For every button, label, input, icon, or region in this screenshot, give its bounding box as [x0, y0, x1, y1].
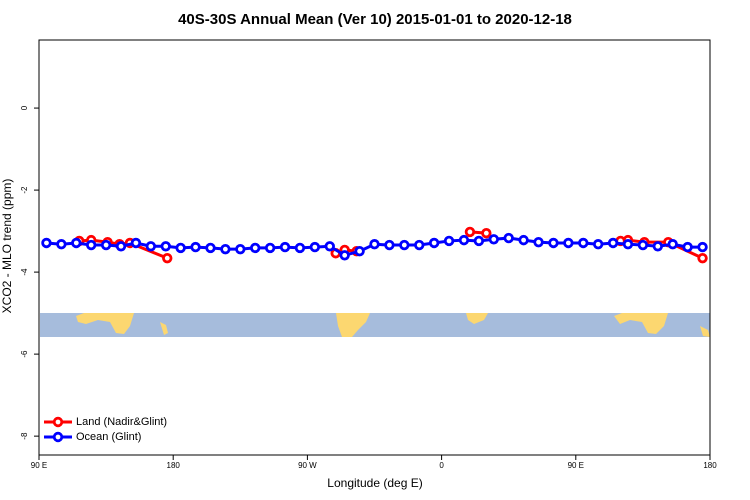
point — [443, 235, 455, 247]
map-strip — [40, 313, 710, 337]
x-tick-label: 180 — [703, 461, 717, 470]
point — [190, 241, 201, 253]
point — [100, 239, 112, 251]
x-tick-label: 90 E — [31, 461, 47, 470]
y-tick-label: 0 — [20, 105, 29, 110]
point — [160, 241, 171, 252]
point — [548, 237, 559, 249]
point — [41, 237, 52, 249]
legend-marker — [52, 416, 64, 428]
point — [622, 239, 634, 250]
point — [324, 241, 335, 252]
point — [682, 241, 693, 253]
map-land — [160, 322, 168, 335]
x-tick-label: 90 E — [568, 461, 584, 470]
x-tick-label: 90 W — [298, 461, 317, 470]
map-land — [466, 313, 488, 324]
map-land — [614, 313, 668, 334]
point — [369, 239, 380, 250]
y-tick-label: -8 — [20, 432, 29, 440]
point — [85, 239, 97, 251]
point — [652, 241, 664, 252]
point — [309, 241, 321, 253]
point — [56, 239, 67, 250]
point — [473, 235, 485, 247]
x-axis-label: Longitude (deg E) — [327, 476, 422, 490]
point — [279, 241, 291, 253]
legend-label: Land (Nadir&Glint) — [76, 416, 167, 428]
point — [115, 241, 127, 252]
point — [354, 245, 365, 257]
point — [578, 237, 589, 249]
x-tick-label: 0 — [439, 461, 444, 470]
point — [428, 237, 440, 249]
map-land — [700, 326, 710, 337]
chart-title: 40S-30S Annual Mean (Ver 10) 2015-01-01 … — [178, 11, 572, 28]
y-tick-label: -4 — [20, 268, 29, 276]
plot-frame — [38, 39, 711, 456]
y-tick-label: -2 — [20, 186, 29, 194]
point — [264, 242, 276, 254]
point — [235, 243, 246, 255]
x-tick-label: 180 — [167, 461, 181, 470]
point — [637, 239, 649, 251]
point — [697, 241, 708, 253]
point — [488, 234, 499, 245]
point — [592, 239, 604, 250]
point — [533, 236, 544, 248]
point — [414, 239, 425, 251]
map-ocean — [40, 313, 710, 337]
point — [205, 242, 216, 254]
point — [339, 250, 350, 261]
y-tick-label: -6 — [20, 350, 29, 358]
point — [130, 237, 142, 249]
point — [464, 226, 476, 238]
point — [220, 243, 231, 255]
y-axis-label: XCO2 - MLO trend (ppm) — [0, 179, 14, 314]
point — [175, 242, 186, 254]
point — [384, 239, 395, 251]
point — [667, 239, 678, 250]
point — [71, 237, 82, 249]
legend-marker — [52, 431, 64, 443]
map-land — [76, 313, 134, 334]
point — [697, 252, 708, 264]
point — [518, 234, 529, 246]
point — [250, 242, 261, 254]
map-land — [336, 313, 370, 337]
point — [145, 241, 157, 252]
point — [162, 252, 173, 264]
point — [399, 239, 410, 251]
point — [607, 237, 619, 249]
point — [294, 242, 306, 254]
legend-label: Ocean (Glint) — [76, 431, 141, 443]
point — [481, 227, 492, 239]
point — [458, 234, 470, 246]
point — [503, 232, 514, 244]
point — [563, 237, 574, 249]
